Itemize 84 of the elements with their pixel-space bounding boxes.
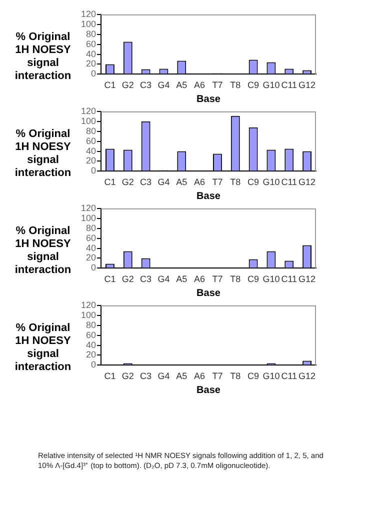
x-tick-label: C9: [248, 177, 260, 188]
x-tick-label: C11: [281, 177, 298, 188]
x-tick-label: C9: [248, 371, 260, 382]
x-axis-title: Base: [196, 190, 221, 202]
y-tick-label: 80: [86, 222, 96, 233]
y-tick-label: 100: [80, 18, 96, 29]
x-tick-label: G4: [158, 80, 170, 90]
x-tick-label: C9: [248, 274, 260, 284]
x-tick-label: G10: [262, 274, 280, 284]
y-axis-title: % Original 1H NOESY signal interaction: [14, 224, 72, 276]
x-axis-title: Base: [196, 384, 221, 396]
x-tick-label: C3: [140, 371, 152, 382]
x-tick-label: C3: [140, 80, 152, 90]
x-tick-label: C11: [281, 80, 298, 90]
x-tick-label: G12: [298, 371, 316, 382]
x-tick-label: G2: [122, 274, 134, 284]
y-tick-label: 120: [80, 300, 96, 310]
x-tick-label: G4: [158, 371, 170, 382]
y-tick-label: 120: [80, 106, 96, 116]
x-tick-label: A5: [176, 177, 188, 188]
x-tick-label: G4: [158, 274, 170, 284]
x-tick-label: G2: [122, 177, 134, 188]
x-tick-label: A6: [194, 80, 206, 90]
y-tick-label: 60: [86, 232, 96, 243]
x-tick-label: A6: [194, 177, 206, 188]
x-tick-label: T8: [230, 274, 241, 284]
y-tick-label: 40: [86, 146, 96, 156]
x-tick-label: G10: [262, 80, 280, 90]
y-axis-title: % Original 1H NOESY signal interaction: [14, 128, 72, 180]
x-tick-label: G2: [122, 80, 134, 90]
x-tick-label: T8: [230, 80, 241, 90]
x-tick-label: G12: [298, 80, 316, 90]
x-tick-label: C1: [104, 371, 116, 382]
x-tick-label: T7: [212, 80, 223, 90]
y-tick-label: 60: [86, 38, 96, 49]
x-tick-label: T7: [212, 274, 223, 284]
x-tick-label: C9: [248, 80, 260, 90]
y-tick-label: 0: [91, 68, 96, 79]
y-tick-label: 20: [86, 252, 96, 263]
y-tick-label: 20: [86, 156, 96, 166]
x-tick-label: C1: [104, 80, 116, 90]
y-axis-title: % Original 1H NOESY signal interaction: [14, 322, 72, 374]
y-tick-label: 60: [86, 136, 96, 146]
x-tick-label: C3: [140, 274, 152, 284]
x-tick-label: A6: [194, 371, 206, 382]
y-axis-title: % Original 1H NOESY signal interaction: [14, 30, 72, 82]
x-tick-label: A6: [194, 274, 206, 284]
x-tick-label: T8: [230, 177, 241, 188]
x-tick-label: G10: [262, 177, 280, 188]
y-tick-label: 0: [91, 360, 96, 370]
y-tick-label: 120: [80, 202, 96, 213]
x-tick-label: T8: [230, 371, 241, 382]
y-tick-label: 80: [86, 28, 96, 39]
y-tick-label: 60: [86, 330, 96, 340]
x-tick-label: G12: [298, 274, 316, 284]
x-tick-label: G4: [158, 177, 170, 188]
y-tick-label: 80: [86, 126, 96, 136]
x-tick-label: A5: [176, 80, 188, 90]
y-tick-label: 20: [86, 58, 96, 69]
x-tick-label: A5: [176, 274, 188, 284]
x-tick-label: C1: [104, 177, 116, 188]
x-tick-label: G10: [262, 371, 280, 382]
x-axis-title: Base: [196, 288, 221, 299]
y-tick-label: 40: [86, 340, 96, 350]
y-tick-label: 100: [80, 212, 96, 223]
y-tick-label: 20: [86, 350, 96, 360]
y-tick-label: 100: [80, 310, 96, 320]
y-tick-label: 40: [86, 242, 96, 253]
x-tick-label: T7: [212, 371, 223, 382]
x-tick-label: C1: [104, 274, 116, 284]
y-tick-label: 40: [86, 48, 96, 59]
y-tick-label: 0: [91, 166, 96, 176]
x-tick-label: G2: [122, 371, 134, 382]
x-tick-label: G12: [298, 177, 316, 188]
y-tick-label: 100: [80, 116, 96, 126]
y-tick-label: 80: [86, 320, 96, 330]
x-tick-label: C11: [281, 371, 298, 382]
x-tick-label: T7: [212, 177, 223, 188]
x-tick-label: A5: [176, 371, 188, 382]
y-tick-label: 120: [80, 8, 96, 19]
x-tick-label: C3: [140, 177, 152, 188]
x-tick-label: C11: [281, 274, 298, 284]
y-tick-label: 0: [91, 262, 96, 273]
x-axis-title: Base: [196, 94, 221, 105]
